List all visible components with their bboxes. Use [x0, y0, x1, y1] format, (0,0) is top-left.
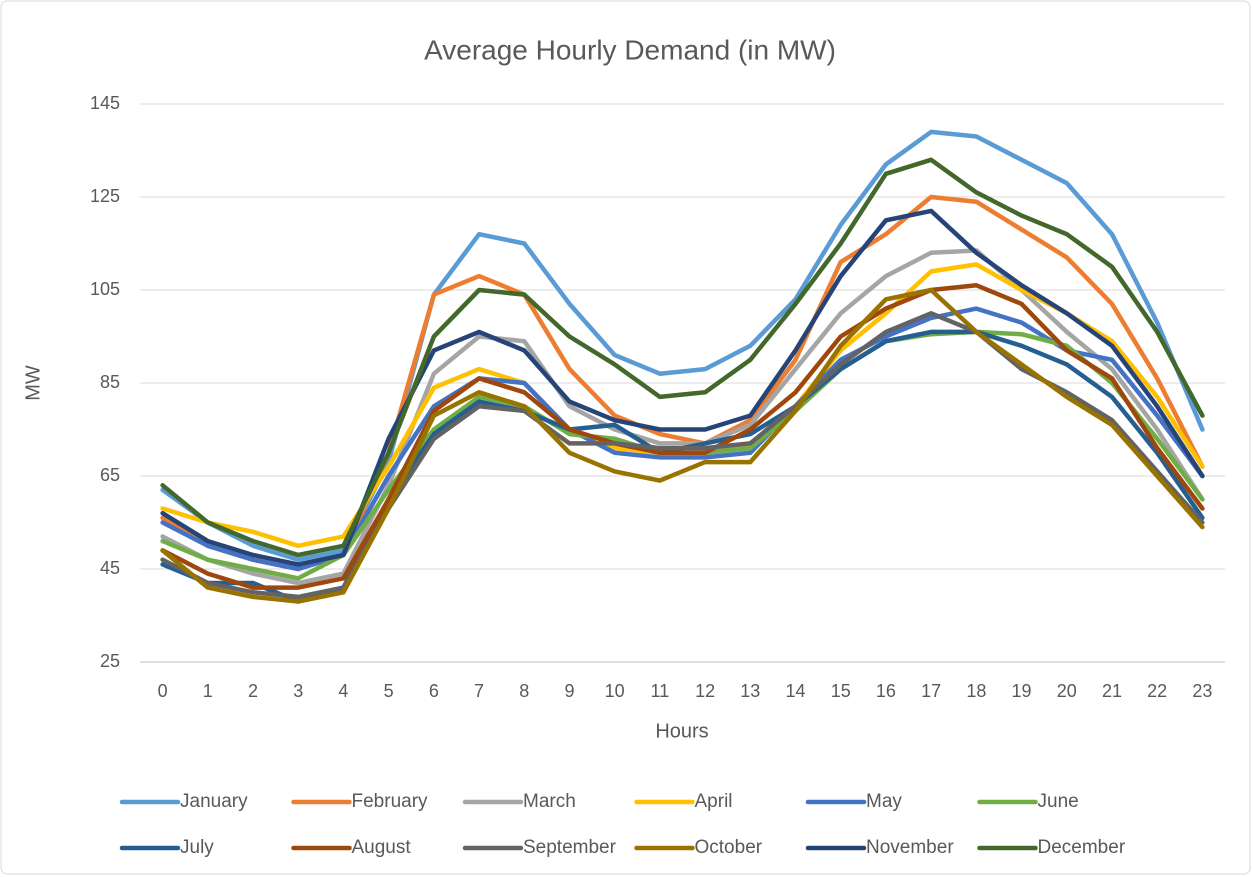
- series-line: [160, 311, 1205, 600]
- x-tick-label: 15: [831, 681, 851, 701]
- x-tick-label: 0: [158, 681, 168, 701]
- series-line: [160, 248, 1205, 586]
- legend-label: October: [695, 837, 763, 858]
- x-axis-title: Hours: [655, 720, 708, 742]
- x-tick-label: 1: [203, 681, 213, 701]
- legend-label: May: [866, 791, 902, 812]
- x-tick-label: 3: [293, 681, 303, 701]
- series-line: [160, 208, 1205, 567]
- legend-label: September: [523, 837, 617, 858]
- legend-label: November: [866, 837, 954, 858]
- x-tick-label: 22: [1147, 681, 1167, 701]
- x-tick-label: 20: [1057, 681, 1077, 701]
- legend-label: January: [180, 791, 248, 812]
- y-tick-label: 125: [90, 186, 120, 206]
- y-tick-label: 65: [100, 465, 120, 485]
- y-tick-label: 45: [100, 558, 120, 578]
- x-tick-label: 6: [429, 681, 439, 701]
- x-tick-label: 18: [966, 681, 986, 701]
- legend-label: February: [352, 791, 429, 812]
- x-tick-label: 14: [786, 681, 806, 701]
- legend-label: August: [352, 837, 412, 858]
- series-line: [160, 283, 1205, 590]
- series-line: [160, 157, 1205, 558]
- x-tick-label: 12: [695, 681, 715, 701]
- x-tick-label: 10: [605, 681, 625, 701]
- y-tick-label: 105: [90, 279, 120, 299]
- x-tick-label: 7: [474, 681, 484, 701]
- chart-title: Average Hourly Demand (in MW): [424, 34, 836, 65]
- x-tick-label: 11: [651, 681, 670, 701]
- y-axis-title: MW: [22, 365, 44, 401]
- x-tick-label: 5: [384, 681, 394, 701]
- legend-label: July: [180, 837, 214, 858]
- x-tick-label: 13: [740, 681, 760, 701]
- x-tick-label: 21: [1102, 681, 1122, 701]
- x-tick-label: 17: [921, 681, 941, 701]
- series-line: [160, 129, 1205, 562]
- x-tick-label: 4: [338, 681, 348, 701]
- x-tick-label: 2: [248, 681, 258, 701]
- x-tick-label: 9: [564, 681, 574, 701]
- x-tick-label: 8: [519, 681, 529, 701]
- x-tick-label: 16: [876, 681, 896, 701]
- legend-label: June: [1038, 791, 1079, 812]
- y-tick-label: 25: [100, 651, 120, 671]
- series-line: [160, 287, 1205, 604]
- y-tick-label: 145: [90, 93, 120, 113]
- x-tick-label: 23: [1192, 681, 1212, 701]
- legend-label: April: [695, 791, 733, 812]
- legend-label: December: [1038, 837, 1126, 858]
- x-tick-label: 19: [1012, 681, 1032, 701]
- legend-label: March: [523, 791, 576, 812]
- y-tick-label: 85: [100, 372, 120, 392]
